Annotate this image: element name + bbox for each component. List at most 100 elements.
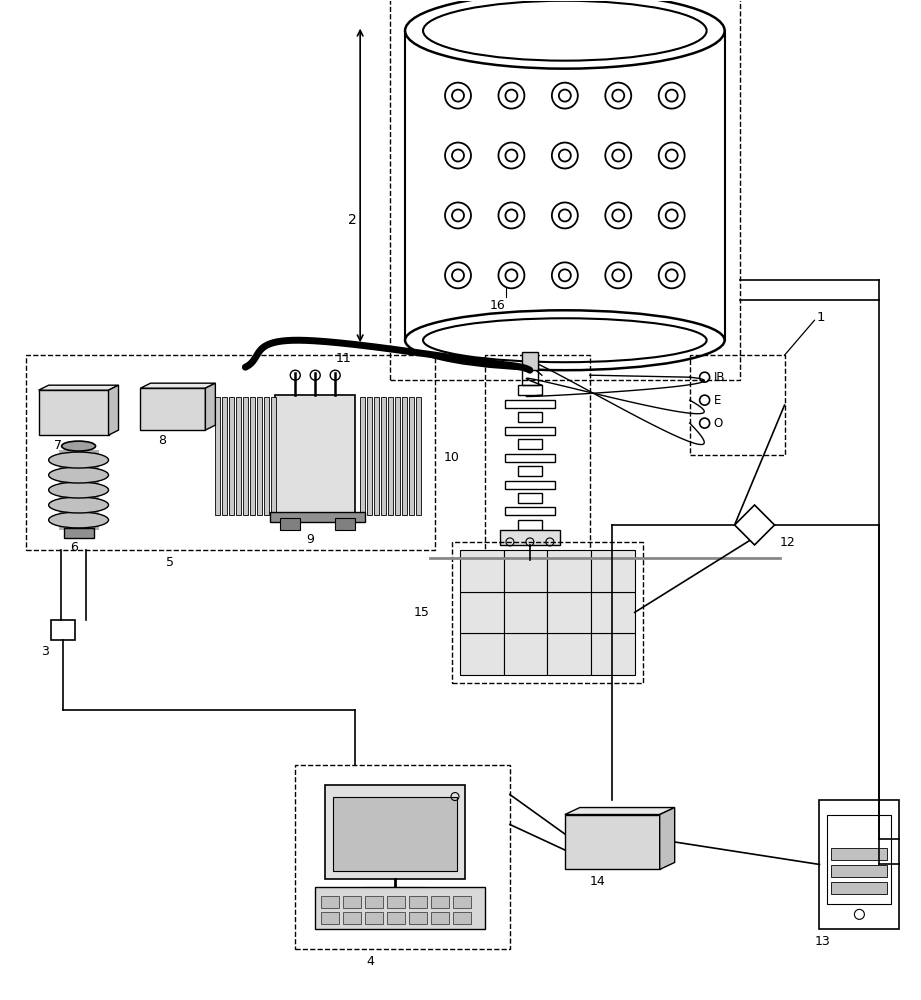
Bar (335, 518, 356, 530)
Ellipse shape (49, 467, 109, 483)
Bar (344, 896, 361, 908)
Bar (59, 450, 99, 530)
Bar (505, 400, 554, 408)
Bar (591, 550, 635, 592)
Bar (280, 518, 300, 530)
Bar (431, 912, 449, 924)
Bar (409, 896, 427, 908)
Bar (367, 397, 372, 515)
Bar (26, 355, 435, 550)
Circle shape (452, 209, 464, 221)
Bar (505, 427, 554, 435)
Polygon shape (109, 385, 119, 435)
Polygon shape (141, 383, 216, 388)
Bar (505, 507, 554, 515)
Text: 8: 8 (158, 434, 167, 447)
Bar (387, 896, 405, 908)
Bar (325, 785, 465, 879)
Polygon shape (735, 505, 775, 545)
Ellipse shape (423, 318, 706, 362)
Text: 2: 2 (348, 213, 356, 227)
Bar (344, 912, 361, 924)
Text: 16: 16 (490, 299, 506, 312)
Bar (243, 397, 249, 515)
Bar (832, 865, 887, 877)
Bar (216, 397, 220, 515)
Bar (504, 633, 547, 675)
Bar (416, 397, 421, 515)
Bar (237, 397, 241, 515)
Polygon shape (565, 808, 675, 815)
Bar (522, 365, 538, 385)
Bar (832, 882, 887, 894)
Bar (315, 887, 485, 929)
Circle shape (666, 150, 678, 162)
Text: 5: 5 (167, 556, 174, 569)
Text: IB: IB (714, 371, 725, 384)
Bar (827, 815, 892, 904)
Bar (251, 397, 255, 515)
Ellipse shape (49, 482, 109, 498)
Bar (333, 797, 457, 871)
Bar (591, 592, 635, 633)
Polygon shape (205, 383, 216, 430)
Text: 12: 12 (779, 536, 795, 549)
Bar (591, 633, 635, 675)
Ellipse shape (405, 310, 725, 370)
Ellipse shape (62, 441, 96, 451)
Circle shape (559, 90, 571, 102)
Bar (518, 520, 542, 530)
Circle shape (452, 90, 464, 102)
Ellipse shape (49, 512, 109, 528)
Circle shape (452, 150, 464, 162)
Bar (453, 896, 471, 908)
Bar (51, 620, 75, 640)
Text: 4: 4 (367, 955, 374, 968)
Circle shape (612, 209, 624, 221)
Bar (395, 397, 400, 515)
Text: 3: 3 (41, 645, 49, 658)
Bar (402, 397, 407, 515)
Bar (272, 397, 276, 515)
Bar (360, 397, 365, 515)
Bar (365, 887, 426, 897)
Text: 1: 1 (816, 311, 825, 324)
Circle shape (506, 269, 518, 281)
Bar (547, 592, 591, 633)
Bar (505, 454, 554, 462)
Bar (257, 397, 262, 515)
Bar (43, 423, 72, 430)
Bar (518, 466, 542, 476)
Polygon shape (39, 385, 119, 390)
Text: 10: 10 (444, 451, 460, 464)
Bar (365, 912, 383, 924)
Bar (374, 397, 379, 515)
Circle shape (506, 150, 518, 162)
Bar (275, 395, 356, 515)
Bar (381, 397, 386, 515)
Bar (504, 592, 547, 633)
Ellipse shape (405, 0, 725, 69)
Bar (518, 385, 542, 395)
Bar (547, 633, 591, 675)
Text: 7: 7 (53, 439, 62, 452)
Text: 6: 6 (70, 541, 77, 554)
Circle shape (612, 150, 624, 162)
Bar (522, 352, 538, 370)
Bar (43, 412, 88, 420)
Bar (391, 0, 740, 380)
Circle shape (506, 90, 518, 102)
Bar (387, 912, 405, 924)
Bar (222, 397, 227, 515)
Bar (264, 397, 269, 515)
Bar (409, 912, 427, 924)
Circle shape (666, 269, 678, 281)
Circle shape (559, 209, 571, 221)
Text: 15: 15 (414, 606, 430, 619)
Bar (690, 355, 785, 455)
Bar (296, 765, 510, 949)
Circle shape (506, 209, 518, 221)
Bar (141, 388, 205, 430)
Text: 13: 13 (814, 935, 830, 948)
Bar (500, 530, 560, 545)
